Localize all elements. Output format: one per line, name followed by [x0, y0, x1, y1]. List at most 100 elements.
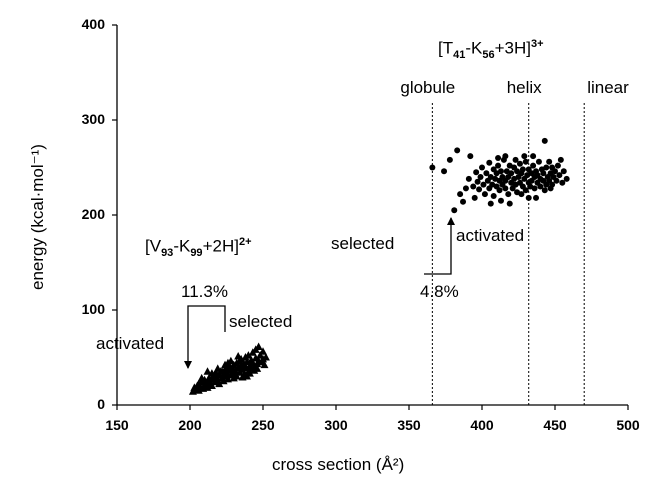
data-point-circle — [546, 158, 553, 165]
data-point-triangle — [253, 364, 262, 372]
bracket-left — [187, 305, 226, 368]
data-point-circle — [460, 198, 467, 205]
x-tick-label: 200 — [178, 417, 202, 433]
data-point-circle — [516, 160, 523, 167]
reference-label-helix: helix — [506, 78, 542, 97]
data-point-circle — [547, 185, 554, 192]
data-point-triangle — [226, 356, 235, 365]
data-point-circle — [446, 156, 453, 163]
data-point-circle — [451, 207, 458, 214]
data-point-circle — [481, 191, 488, 198]
y-tick-label: 300 — [81, 111, 105, 127]
data-point-circle — [471, 194, 478, 201]
data-point-circle — [497, 197, 504, 204]
data-point-circle — [559, 179, 566, 186]
data-point-circle — [441, 168, 448, 175]
y-axis-title: energy (kcal·mol⁻¹) — [28, 144, 47, 290]
data-point-triangle — [207, 381, 216, 389]
data-point-circle — [497, 168, 504, 175]
data-point-triangle — [260, 360, 269, 369]
data-point-circle — [537, 183, 544, 190]
data-point-triangle — [203, 367, 212, 375]
activated-label-a: activated — [96, 334, 165, 353]
data-point-triangle — [234, 352, 243, 360]
data-point-circle — [467, 153, 474, 160]
data-point-circle — [502, 153, 509, 160]
data-point-circle — [508, 170, 515, 177]
data-point-circle — [518, 191, 525, 198]
data-point-triangle — [259, 347, 267, 355]
data-point-circle — [557, 156, 564, 163]
x-tick-label: 300 — [324, 417, 348, 433]
x-tick-label: 250 — [251, 417, 275, 433]
data-point-circle — [473, 169, 480, 176]
brackets — [184, 217, 455, 369]
data-point-triangle — [231, 372, 240, 380]
data-point-circle — [483, 170, 490, 177]
reference-label-globule: globule — [400, 78, 456, 97]
data-point-circle — [563, 175, 570, 182]
data-point-circle — [495, 155, 502, 161]
data-point-triangle — [197, 373, 206, 382]
data-point-triangle — [261, 353, 270, 361]
axes — [112, 24, 629, 410]
x-tick-label: 150 — [105, 417, 129, 433]
selected-label-b: selected — [331, 234, 395, 253]
x-axis-title: cross section (Å²) — [272, 455, 405, 474]
data-point-circle — [553, 177, 560, 184]
data-point-circle — [556, 172, 563, 179]
data-point-triangle — [223, 374, 232, 383]
data-point-circle — [552, 168, 558, 175]
data-point-circle — [429, 164, 436, 171]
data-point-circle — [530, 153, 537, 160]
data-point-circle — [522, 158, 529, 165]
data-point-circle — [531, 185, 538, 192]
data-point-circle — [480, 181, 487, 188]
data-point-circle — [560, 168, 567, 175]
data-point-circle — [454, 147, 461, 154]
data-point-circle — [457, 191, 464, 198]
data-point-triangle — [244, 351, 253, 359]
data-point-circle — [495, 162, 502, 169]
data-point-circle — [543, 164, 550, 171]
data-point-triangle — [207, 369, 216, 377]
bracket-right — [424, 218, 452, 275]
arrow-left — [184, 361, 192, 369]
y-tick-label: 400 — [81, 16, 105, 32]
data-point-circle — [465, 175, 472, 182]
data-point-circle — [462, 185, 469, 192]
data-point-circle — [535, 158, 542, 165]
data-point-circle — [525, 194, 532, 201]
data-point-triangle — [203, 383, 212, 391]
data-point-circle — [519, 166, 526, 173]
x-tick-label: 400 — [470, 417, 494, 433]
pct-label-a: 11.3% — [181, 282, 228, 301]
data-point-circle — [470, 183, 477, 190]
data-point-triangle — [213, 364, 222, 372]
data-point-circle — [554, 162, 561, 169]
data-point-triangle — [215, 379, 224, 388]
data-points — [188, 137, 570, 395]
pct-label-b: 4.8% — [420, 282, 459, 301]
data-point-circle — [490, 193, 497, 199]
data-point-circle — [476, 186, 483, 193]
data-point-circle — [506, 200, 513, 207]
data-point-triangle — [242, 372, 251, 380]
data-point-circle — [530, 162, 537, 169]
data-point-circle — [486, 159, 493, 166]
data-point-circle — [477, 174, 484, 180]
data-point-circle — [541, 187, 548, 194]
y-tick-label: 0 — [97, 396, 105, 412]
data-point-triangle — [221, 360, 230, 369]
data-point-circle — [502, 185, 509, 192]
data-point-circle — [522, 187, 529, 194]
data-point-circle — [540, 170, 547, 177]
data-point-triangle — [219, 376, 228, 385]
selected-label-a: selected — [229, 312, 293, 331]
y-tick-label: 200 — [81, 206, 105, 222]
data-point-circle — [521, 153, 528, 160]
data-point-circle — [479, 164, 485, 171]
ion-label-a: [V93-K99+2H]2+ — [145, 236, 252, 260]
activated-label-b: activated — [456, 226, 525, 245]
